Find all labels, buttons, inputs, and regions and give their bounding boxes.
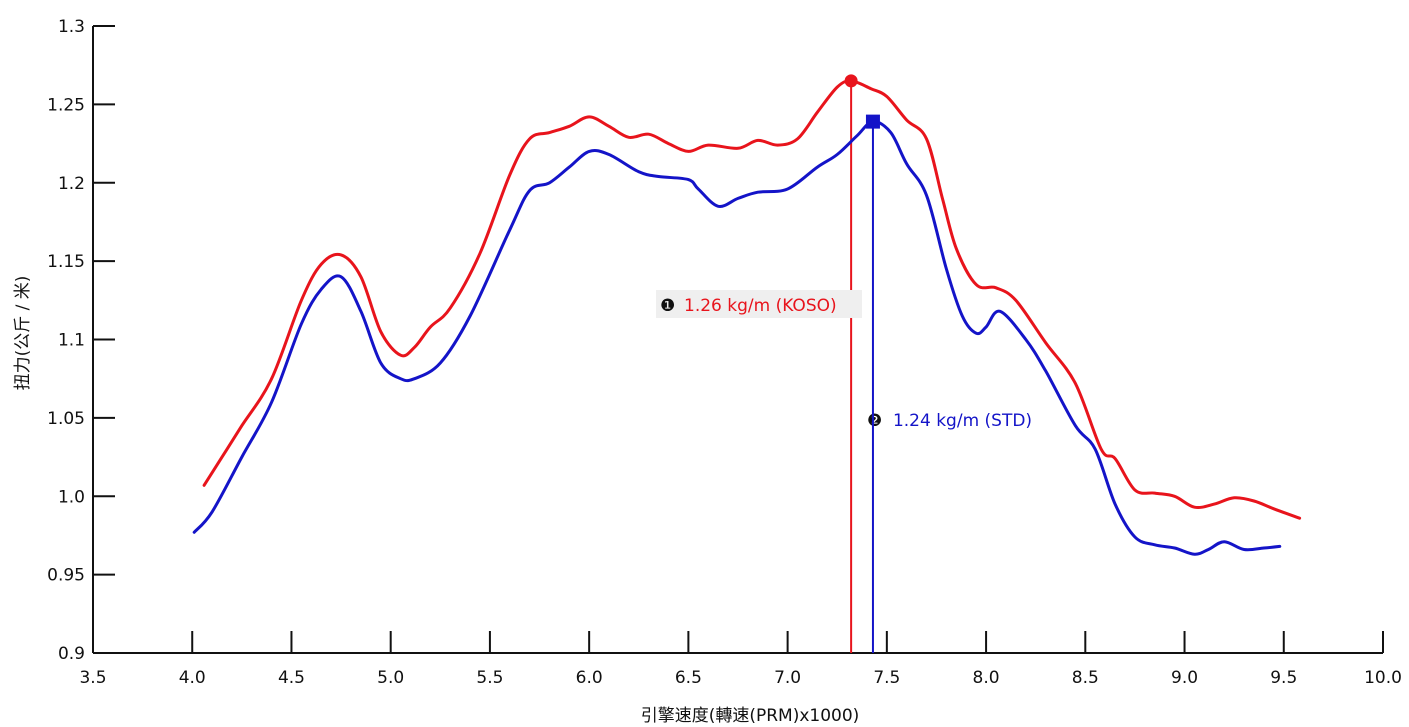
callout-marker-std: ❷	[867, 411, 882, 431]
callout-marker-koso: ❶	[660, 296, 675, 316]
x-tick-label: 8.0	[973, 668, 1000, 688]
y-tick-label: 1.3	[58, 17, 85, 37]
callout-layer: ❶ 1.26 kg/m (KOSO) ❷ 1.24 kg/m (STD)	[656, 290, 1057, 433]
x-tick-label: 4.0	[179, 668, 206, 688]
x-tick-label: 5.0	[377, 668, 404, 688]
x-tick-label: 5.5	[476, 668, 503, 688]
x-tick-label: 8.5	[1072, 668, 1099, 688]
y-axis-title: 扭力(公斤 / 米)	[13, 276, 33, 391]
x-tick-label: 3.5	[79, 668, 106, 688]
chart-axes: 0.9 0.95 1.0 1.05 1.1 1.15 1.2 1.25 1.3 3.5 4.0 4.5…	[47, 17, 1402, 688]
y-tick-label: 0.9	[58, 644, 85, 664]
x-axis-title: 引擎速度(轉速(PRM)x1000)	[641, 706, 860, 726]
x-tick-label: 9.0	[1171, 668, 1198, 688]
y-tick-label: 1.25	[47, 95, 85, 115]
y-tick-label: 1.0	[58, 487, 85, 507]
peak-marker-koso	[844, 74, 858, 88]
callout-bg-koso	[656, 290, 862, 318]
x-tick-label: 4.5	[278, 668, 305, 688]
x-tick-label: 9.5	[1270, 668, 1297, 688]
y-tick-label: 1.1	[58, 331, 85, 351]
y-tick-label: 0.95	[47, 566, 85, 586]
x-tick-label: 7.0	[774, 668, 801, 688]
callout-bg-std	[866, 405, 1057, 433]
x-tick-label: 10.0	[1364, 668, 1402, 688]
x-tick-label: 6.0	[576, 668, 603, 688]
y-tick-label: 1.15	[47, 252, 85, 272]
x-tick-label: 7.5	[873, 668, 900, 688]
callout-label-std: 1.24 kg/m (STD)	[893, 411, 1032, 431]
callout-label-koso: 1.26 kg/m (KOSO)	[684, 296, 837, 316]
series-line-koso	[202, 79, 1302, 520]
x-tick-label: 6.5	[675, 668, 702, 688]
series-layer	[192, 74, 1302, 653]
series-line-std	[192, 120, 1282, 556]
y-tick-label: 1.05	[47, 409, 85, 429]
y-tick-label: 1.2	[58, 174, 85, 194]
peak-marker-std	[865, 114, 880, 129]
